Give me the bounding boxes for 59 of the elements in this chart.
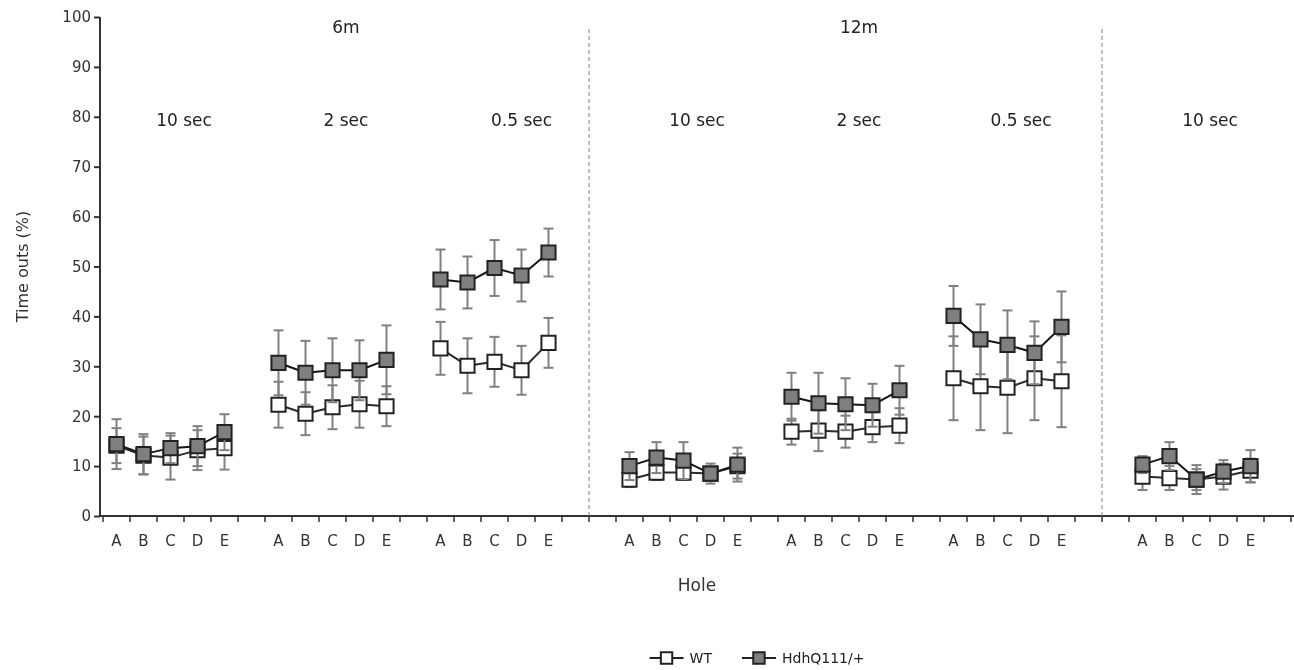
x-tick-label: A bbox=[624, 532, 636, 550]
x-tick-label: C bbox=[327, 532, 338, 550]
x-tick-label: D bbox=[704, 532, 717, 550]
x-tick-label: E bbox=[381, 532, 392, 550]
annotation: 10 sec bbox=[669, 110, 725, 130]
y-tick-label: 0 bbox=[81, 507, 91, 526]
x-tick-label: E bbox=[219, 532, 230, 550]
y-tick-label: 10 bbox=[71, 457, 91, 476]
x-tick-label: C bbox=[1191, 532, 1202, 550]
x-tick-label: C bbox=[840, 532, 851, 550]
y-tick-label: 20 bbox=[71, 407, 91, 426]
annotation: 12m bbox=[839, 17, 879, 37]
x-tick-label: C bbox=[165, 532, 176, 550]
x-tick-label: B bbox=[300, 532, 311, 550]
x-tick-label: A bbox=[948, 532, 960, 550]
x-tick-label: B bbox=[975, 532, 986, 550]
x-tick-label: A bbox=[111, 532, 123, 550]
x-tick-label: D bbox=[191, 532, 204, 550]
annotation: 6m bbox=[332, 17, 360, 37]
x-tick-label: D bbox=[866, 532, 879, 550]
y-tick-label: 50 bbox=[71, 257, 91, 276]
x-tick-label: D bbox=[1217, 532, 1230, 550]
y-tick-label: 80 bbox=[71, 108, 91, 127]
x-tick-label: C bbox=[678, 532, 689, 550]
annotation: 10 sec bbox=[1182, 110, 1238, 130]
x-tick-label: C bbox=[1002, 532, 1013, 550]
annotation: 2 sec bbox=[323, 110, 369, 130]
x-axis-title: Hole bbox=[677, 575, 717, 595]
annotation: 0.5 sec bbox=[490, 110, 553, 130]
y-tick-label: 100 bbox=[62, 8, 91, 27]
x-tick-label: A bbox=[786, 532, 798, 550]
x-tick-label: B bbox=[651, 532, 662, 550]
y-tick-label: 90 bbox=[71, 58, 91, 77]
x-tick-label: C bbox=[489, 532, 500, 550]
x-tick-label: D bbox=[353, 532, 366, 550]
x-tick-label: E bbox=[543, 532, 554, 550]
x-tick-label: E bbox=[894, 532, 905, 550]
y-tick-label: 40 bbox=[71, 307, 91, 326]
y-tick-label: 60 bbox=[71, 207, 91, 226]
x-tick-label: D bbox=[1028, 532, 1041, 550]
x-tick-label: A bbox=[273, 532, 285, 550]
y-tick-label: 70 bbox=[71, 158, 91, 176]
y-axis-title: Time outs (%) bbox=[13, 210, 32, 324]
x-tick-label: B bbox=[813, 532, 824, 550]
legend-label: WT bbox=[689, 650, 713, 666]
legend-label: HdhQ111/+ bbox=[781, 650, 865, 666]
annotation: 0.5 sec bbox=[990, 110, 1052, 130]
x-tick-label: B bbox=[1164, 532, 1175, 550]
x-tick-label: D bbox=[515, 532, 528, 550]
x-tick-label: B bbox=[138, 532, 149, 550]
x-tick-label: A bbox=[1137, 532, 1149, 550]
x-tick-label: E bbox=[1056, 532, 1067, 550]
x-tick-label: E bbox=[732, 532, 743, 550]
x-tick-label: A bbox=[435, 532, 447, 550]
annotation: 10 sec bbox=[156, 110, 212, 130]
x-tick-label: E bbox=[1245, 532, 1256, 550]
x-tick-label: B bbox=[462, 532, 473, 550]
annotation: 2 sec bbox=[836, 110, 882, 130]
y-tick-label: 30 bbox=[71, 357, 91, 376]
